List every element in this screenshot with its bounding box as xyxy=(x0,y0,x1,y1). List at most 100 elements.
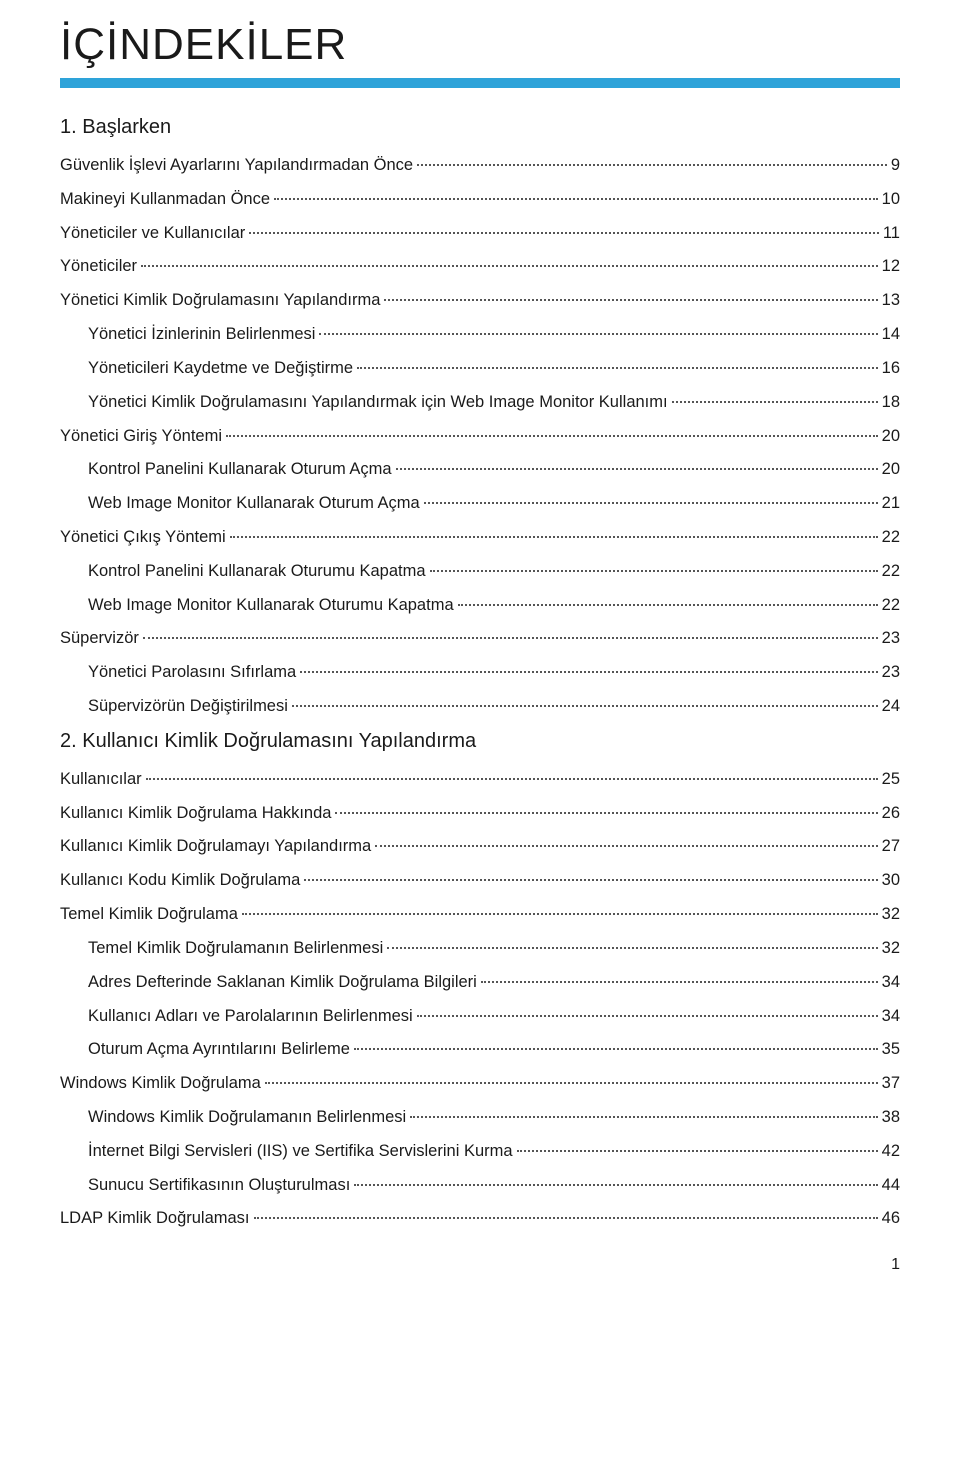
toc-entry-label: Oturum Açma Ayrıntılarını Belirleme xyxy=(88,1033,350,1067)
toc-entry-page: 25 xyxy=(882,763,900,797)
toc-entry-page: 34 xyxy=(882,1000,900,1034)
toc-entry-page: 37 xyxy=(882,1067,900,1101)
toc-entry: İnternet Bilgi Servisleri (IIS) ve Serti… xyxy=(60,1135,900,1169)
toc-entry-page: 22 xyxy=(882,589,900,623)
toc-leader xyxy=(387,947,877,949)
toc-entry: Yönetici Kimlik Doğrulamasını Yapılandır… xyxy=(60,386,900,420)
toc-entry-label: Yöneticiler ve Kullanıcılar xyxy=(60,217,245,251)
page-title: İÇİNDEKİLER xyxy=(60,20,900,70)
toc-entry-page: 26 xyxy=(882,797,900,831)
toc-entry-page: 32 xyxy=(882,898,900,932)
toc-entry: LDAP Kimlik Doğrulaması 46 xyxy=(60,1202,900,1236)
toc-leader xyxy=(417,1015,878,1017)
toc-leader xyxy=(146,778,878,780)
toc-entry: Yönetici Parolasını Sıfırlama23 xyxy=(60,656,900,690)
toc-entry: Windows Kimlik Doğrulama 37 xyxy=(60,1067,900,1101)
toc-entry-page: 42 xyxy=(882,1135,900,1169)
table-of-contents: 1. Başlarken Güvenlik İşlevi Ayarlarını Y… xyxy=(60,116,900,1236)
toc-entry-label: Yönetici Kimlik Doğrulamasını Yapılandır… xyxy=(88,386,668,420)
toc-entry-label: Kullanıcı Kimlik Doğrulamayı Yapılandırm… xyxy=(60,830,371,864)
toc-entry-label: Windows Kimlik Doğrulamanın Belirlenmesi xyxy=(88,1101,406,1135)
toc-entry-page: 14 xyxy=(882,318,900,352)
toc-entry: Kullanıcı Kodu Kimlik Doğrulama30 xyxy=(60,864,900,898)
toc-entry: Yöneticiler ve Kullanıcılar 11 xyxy=(60,217,900,251)
toc-entry-label: Yönetici Giriş Yöntemi xyxy=(60,420,222,454)
toc-leader xyxy=(672,401,878,403)
toc-entry-page: 11 xyxy=(883,217,900,251)
toc-entry: Yönetici İzinlerinin Belirlenmesi 14 xyxy=(60,318,900,352)
toc-entry-label: Süpervizörün Değiştirilmesi xyxy=(88,690,288,724)
toc-entry: Makineyi Kullanmadan Önce10 xyxy=(60,183,900,217)
section-heading: 1. Başlarken xyxy=(60,116,900,139)
toc-entry-label: Yöneticileri Kaydetme ve Değiştirme xyxy=(88,352,353,386)
toc-leader xyxy=(226,435,878,437)
section-heading: 2. Kullanıcı Kimlik Doğrulamasını Yapıla… xyxy=(60,730,900,753)
toc-entry-page: 34 xyxy=(882,966,900,1000)
toc-entry: Kullanıcı Kimlik Doğrulama Hakkında 26 xyxy=(60,797,900,831)
toc-entry-label: Yöneticiler xyxy=(60,250,137,284)
toc-entry: Kullanıcı Kimlik Doğrulamayı Yapılandırm… xyxy=(60,830,900,864)
toc-entry-page: 24 xyxy=(882,690,900,724)
toc-entry-page: 27 xyxy=(882,830,900,864)
toc-entry-label: Sunucu Sertifikasının Oluşturulması xyxy=(88,1169,350,1203)
toc-entry: Kullanıcı Adları ve Parolalarının Belirl… xyxy=(60,1000,900,1034)
toc-entry-label: Yönetici Kimlik Doğrulamasını Yapılandır… xyxy=(60,284,380,318)
toc-leader xyxy=(254,1217,878,1219)
toc-leader xyxy=(242,913,878,915)
toc-entry: Web Image Monitor Kullanarak Oturumu Kap… xyxy=(60,589,900,623)
toc-entry-page: 9 xyxy=(891,149,900,183)
toc-entry-label: Windows Kimlik Doğrulama xyxy=(60,1067,261,1101)
title-underline xyxy=(60,78,900,88)
toc-leader xyxy=(354,1184,877,1186)
toc-entry-page: 10 xyxy=(882,183,900,217)
toc-entry: Güvenlik İşlevi Ayarlarını Yapılandırmad… xyxy=(60,149,900,183)
toc-entry: Kullanıcılar 25 xyxy=(60,763,900,797)
toc-entry-label: Güvenlik İşlevi Ayarlarını Yapılandırmad… xyxy=(60,149,413,183)
toc-entry-label: Yönetici İzinlerinin Belirlenmesi xyxy=(88,318,315,352)
toc-entry-page: 13 xyxy=(882,284,900,318)
toc-entry: Yöneticileri Kaydetme ve Değiştirme 16 xyxy=(60,352,900,386)
toc-entry-page: 12 xyxy=(882,250,900,284)
toc-entry-page: 38 xyxy=(882,1101,900,1135)
toc-leader xyxy=(396,468,878,470)
toc-leader xyxy=(319,333,877,335)
toc-entry-label: LDAP Kimlik Doğrulaması xyxy=(60,1202,250,1236)
toc-entry: Temel Kimlik Doğrulama32 xyxy=(60,898,900,932)
toc-leader xyxy=(517,1150,878,1152)
toc-entry-label: Yönetici Çıkış Yöntemi xyxy=(60,521,226,555)
toc-leader xyxy=(384,299,877,301)
toc-entry-label: Kullanıcılar xyxy=(60,763,142,797)
toc-leader xyxy=(458,604,878,606)
toc-leader xyxy=(141,265,878,267)
toc-leader xyxy=(292,705,878,707)
toc-entry-label: Kontrol Panelini Kullanarak Oturumu Kapa… xyxy=(88,555,426,589)
toc-entry: Yönetici Çıkış Yöntemi22 xyxy=(60,521,900,555)
toc-entry-page: 16 xyxy=(882,352,900,386)
toc-entry-page: 18 xyxy=(882,386,900,420)
toc-entry: Yöneticiler 12 xyxy=(60,250,900,284)
toc-entry: Yönetici Kimlik Doğrulamasını Yapılandır… xyxy=(60,284,900,318)
toc-leader xyxy=(230,536,878,538)
toc-entry-label: Kullanıcı Kimlik Doğrulama Hakkında xyxy=(60,797,331,831)
toc-entry: Sunucu Sertifikasının Oluşturulması 44 xyxy=(60,1169,900,1203)
toc-leader xyxy=(430,570,878,572)
toc-entry: Oturum Açma Ayrıntılarını Belirleme 35 xyxy=(60,1033,900,1067)
toc-leader xyxy=(375,845,877,847)
toc-entry-label: Web Image Monitor Kullanarak Oturum Açma xyxy=(88,487,420,521)
toc-entry-page: 20 xyxy=(882,420,900,454)
toc-entry-label: Temel Kimlik Doğrulamanın Belirlenmesi xyxy=(88,932,383,966)
toc-entry-label: Kontrol Panelini Kullanarak Oturum Açma xyxy=(88,453,392,487)
toc-leader xyxy=(481,981,878,983)
toc-entry: Süpervizör23 xyxy=(60,622,900,656)
toc-entry-page: 21 xyxy=(882,487,900,521)
toc-entry-page: 20 xyxy=(882,453,900,487)
toc-entry-label: Adres Defterinde Saklanan Kimlik Doğrula… xyxy=(88,966,477,1000)
toc-leader xyxy=(354,1048,878,1050)
toc-entry: Süpervizörün Değiştirilmesi 24 xyxy=(60,690,900,724)
toc-entry: Yönetici Giriş Yöntemi 20 xyxy=(60,420,900,454)
toc-entry-label: Süpervizör xyxy=(60,622,139,656)
toc-entry-page: 35 xyxy=(882,1033,900,1067)
toc-entry-page: 44 xyxy=(882,1169,900,1203)
toc-entry-page: 46 xyxy=(882,1202,900,1236)
toc-leader xyxy=(265,1082,878,1084)
